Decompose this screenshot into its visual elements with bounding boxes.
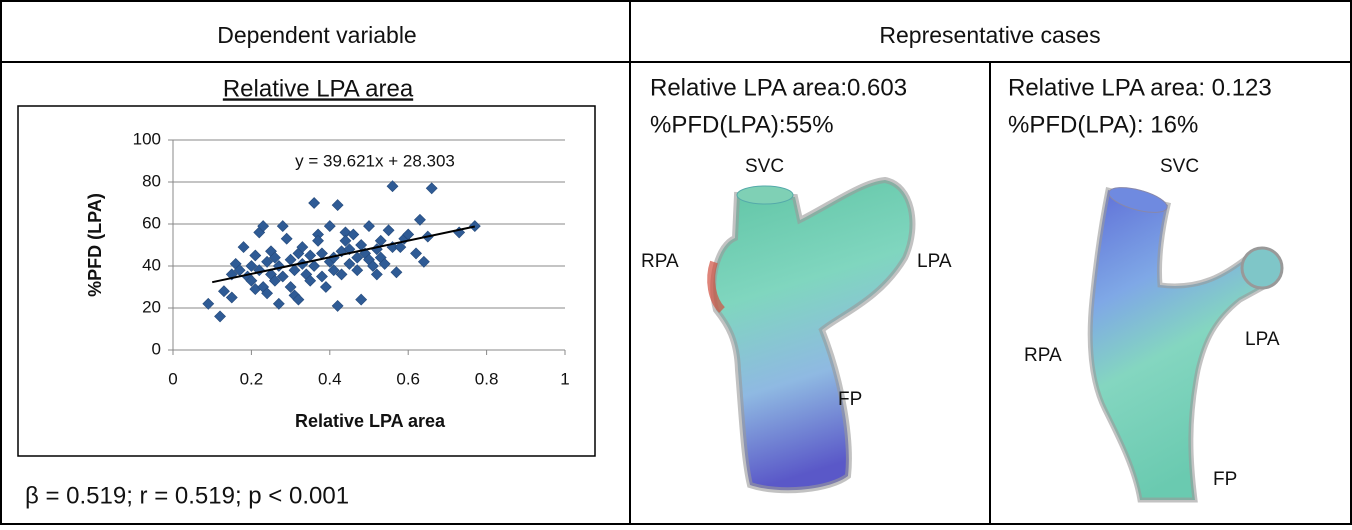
vessel-label: SVC (1160, 156, 1199, 177)
header: Representative cases (879, 22, 1100, 48)
y-tick-label: 80 (142, 171, 161, 190)
y-tick-label: 0 (152, 339, 161, 358)
vessel-label: FP (1213, 469, 1237, 490)
vessel (1090, 190, 1262, 500)
y-tick-label: 100 (133, 129, 161, 148)
figure: Dependent variable Representative cases … (0, 0, 1352, 525)
chart-title: Relative LPA area (223, 75, 414, 102)
case-area: Relative LPA area:0.603 (650, 74, 907, 101)
vessel-label: RPA (641, 251, 679, 272)
vessel-label: FP (838, 389, 862, 410)
vessel-label: LPA (1245, 329, 1280, 350)
y-tick-label: 20 (142, 297, 161, 316)
case-area: Relative LPA area: 0.123 (1008, 74, 1272, 101)
vessel-bulb (1242, 248, 1282, 288)
y-tick-label: 40 (142, 255, 161, 274)
case-pfd: %PFD(LPA): 16% (1008, 111, 1198, 138)
x-tick-label: 0.6 (396, 369, 420, 388)
x-tick-label: 0.4 (318, 369, 342, 388)
annotation: y = 39.621x + 28.303 (295, 151, 455, 170)
vessel-label: RPA (1024, 345, 1062, 366)
x-tick-label: 0 (168, 369, 177, 388)
x-tick-label: 0.2 (240, 369, 264, 388)
vessel-label: SVC (745, 156, 784, 177)
x-tick-label: 0.8 (475, 369, 499, 388)
vessel-label: LPA (917, 251, 952, 272)
x-axis-label: Relative LPA area (295, 411, 446, 431)
vessel (713, 180, 912, 490)
y-axis-label: %PFD (LPA) (85, 193, 105, 297)
x-tick-label: 1 (560, 369, 569, 388)
vessel-top (737, 186, 793, 204)
case-pfd: %PFD(LPA):55% (650, 111, 834, 138)
y-tick-label: 60 (142, 213, 161, 232)
stats: β = 0.519; r = 0.519; p < 0.001 (25, 482, 349, 509)
header: Dependent variable (217, 22, 416, 48)
